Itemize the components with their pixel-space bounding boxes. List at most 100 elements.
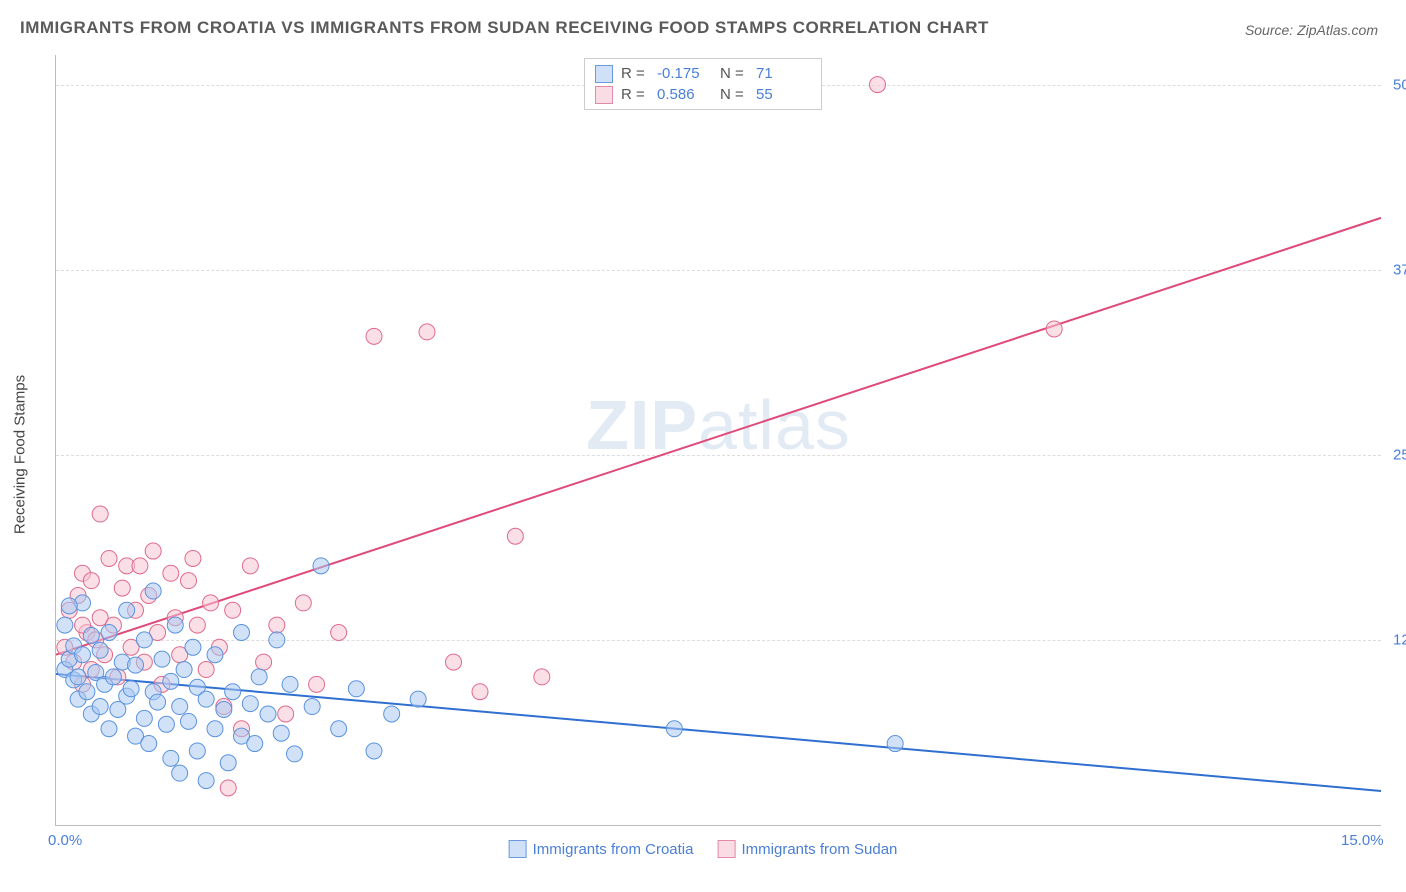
data-point [887,736,903,752]
data-point [472,684,488,700]
legend-swatch [717,840,735,858]
chart-title: IMMIGRANTS FROM CROATIA VS IMMIGRANTS FR… [20,18,989,38]
series-legend: Immigrants from Croatia Immigrants from S… [509,840,898,858]
data-point [176,662,192,678]
data-point [75,647,91,663]
x-tick-label: 0.0% [48,832,82,849]
n-label: N = [720,63,748,84]
data-point [348,681,364,697]
data-point [172,699,188,715]
data-point [313,558,329,574]
data-point [101,625,117,641]
legend-row: R = 0.586N = 55 [595,84,811,105]
data-point [870,77,886,93]
r-label: R = [621,63,649,84]
data-point [198,691,214,707]
data-point [507,528,523,544]
data-point [1046,321,1062,337]
data-point [242,558,258,574]
legend-row: R = -0.175N = 71 [595,63,811,84]
n-value: 71 [756,63,811,84]
data-point [128,657,144,673]
r-value: 0.586 [657,84,712,105]
data-point [181,573,197,589]
data-point [419,324,435,340]
data-point [145,583,161,599]
y-tick-label: 25.0% [1385,446,1406,463]
data-point [446,654,462,670]
data-point [83,627,99,643]
data-point [331,625,347,641]
data-point [163,565,179,581]
data-point [101,550,117,566]
data-point [150,694,166,710]
data-point [273,725,289,741]
data-point [309,676,325,692]
data-point [220,755,236,771]
data-point [61,598,77,614]
legend-label: Immigrants from Sudan [741,841,897,858]
legend-swatch [595,65,613,83]
data-point [70,669,86,685]
trend-line [56,674,1381,791]
data-point [132,558,148,574]
legend-item: Immigrants from Croatia [509,840,694,858]
data-point [256,654,272,670]
data-point [220,780,236,796]
data-point [185,550,201,566]
legend-item: Immigrants from Sudan [717,840,897,858]
data-point [269,632,285,648]
data-point [114,580,130,596]
data-point [154,651,170,667]
y-tick-label: 50.0% [1385,76,1406,93]
y-tick-label: 37.5% [1385,261,1406,278]
data-point [163,750,179,766]
data-point [331,721,347,737]
n-value: 55 [756,84,811,105]
data-point [123,681,139,697]
data-point [101,721,117,737]
data-point [251,669,267,685]
data-point [410,691,426,707]
data-point [92,506,108,522]
data-point [57,617,73,633]
data-point [172,765,188,781]
data-point [282,676,298,692]
legend-swatch [509,840,527,858]
data-point [189,617,205,633]
data-point [234,625,250,641]
data-point [260,706,276,722]
y-tick-label: 12.5% [1385,631,1406,648]
r-label: R = [621,84,649,105]
data-point [295,595,311,611]
data-point [167,617,183,633]
trend-line [56,218,1381,655]
data-point [384,706,400,722]
data-point [207,721,223,737]
data-point [366,743,382,759]
correlation-legend: R = -0.175N = 71R = 0.586N = 55 [584,58,822,110]
plot-area: ZIPatlas 12.5%25.0%37.5%50.0%0.0%15.0% [55,55,1381,826]
data-point [269,617,285,633]
data-point [225,602,241,618]
x-tick-label: 15.0% [1341,832,1384,849]
data-point [92,642,108,658]
data-point [141,736,157,752]
chart-svg [56,55,1381,825]
data-point [189,743,205,759]
data-point [119,602,135,618]
y-axis-label: Receiving Food Stamps [12,375,29,534]
data-point [207,647,223,663]
legend-swatch [595,86,613,104]
data-point [181,713,197,729]
data-point [198,773,214,789]
data-point [666,721,682,737]
data-point [136,710,152,726]
data-point [534,669,550,685]
data-point [247,736,263,752]
data-point [198,662,214,678]
data-point [163,673,179,689]
data-point [287,746,303,762]
data-point [158,716,174,732]
data-point [136,632,152,648]
